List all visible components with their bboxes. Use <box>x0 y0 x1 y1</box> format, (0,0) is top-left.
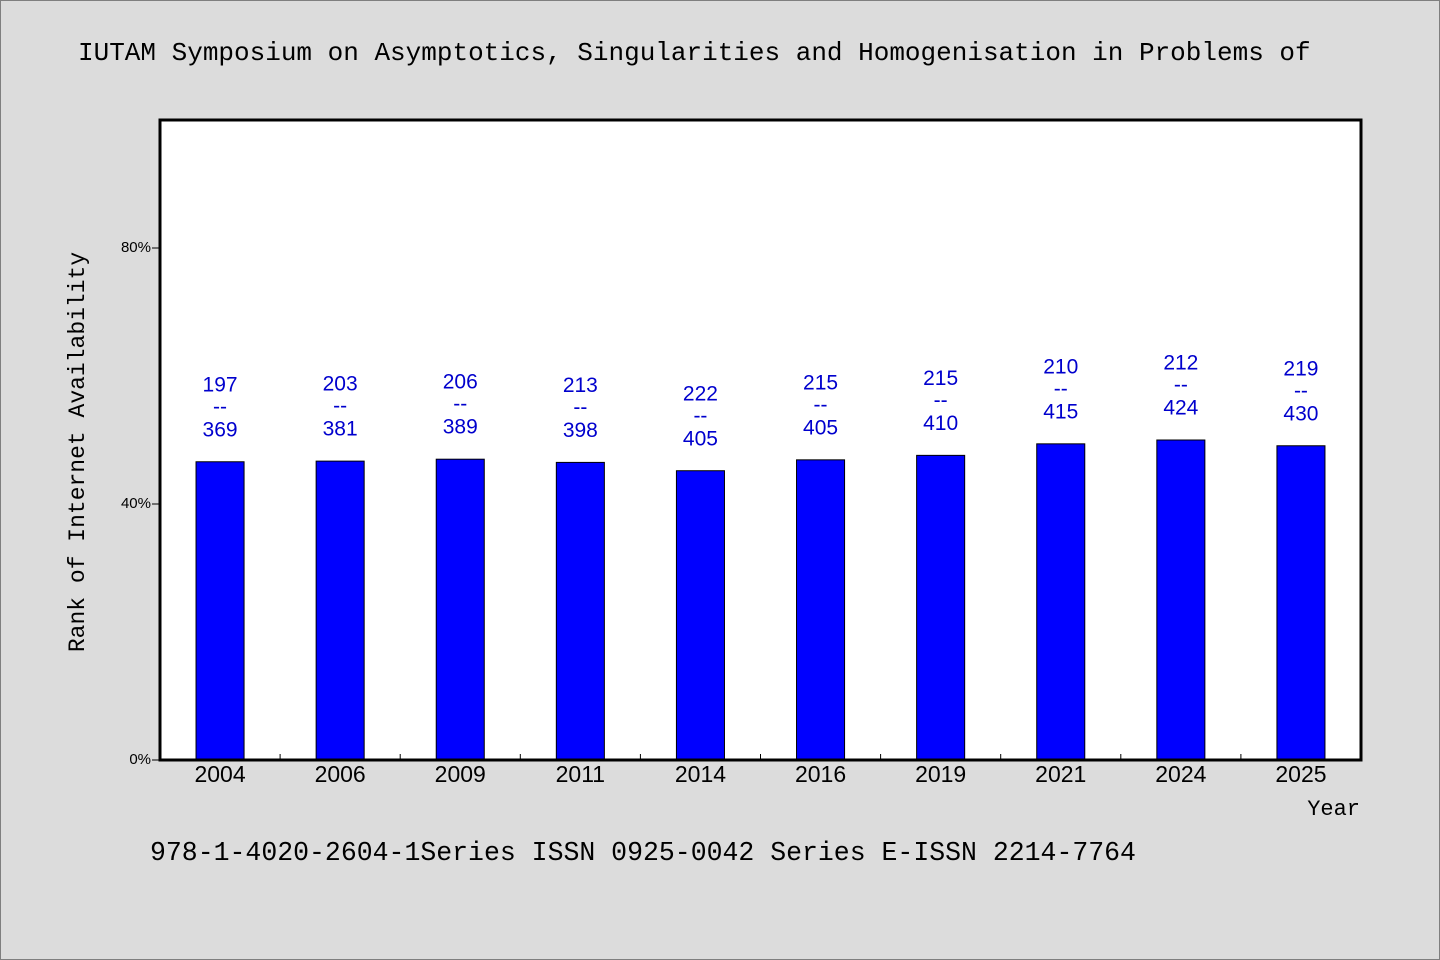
bar-2014 <box>675 470 725 761</box>
data-label-total-2025: 430 <box>1283 402 1318 425</box>
data-label-total-2019: 410 <box>923 412 958 435</box>
data-label-total-2024: 424 <box>1163 397 1198 420</box>
plot-border <box>158 118 1363 762</box>
x-tick-label-2014: 2014 <box>675 761 726 787</box>
data-label-separator-2014: -- <box>693 404 707 427</box>
x-axis-ticks: 2004 2006 2009 2011 2014 2016 2019 2021 2024 2025 <box>194 761 1326 787</box>
data-label-total-2006: 381 <box>323 418 358 441</box>
x-tick-label-2011: 2011 <box>556 761 605 787</box>
data-label-separator-2021: -- <box>1054 377 1068 400</box>
data-label-rank-2006: 203 <box>323 373 358 396</box>
y-tick-label: 40% <box>121 495 151 512</box>
bar-2009 <box>435 458 485 761</box>
data-label-separator-2024: -- <box>1174 374 1188 397</box>
bar-2006 <box>315 460 365 761</box>
x-tick-label-2024: 2024 <box>1155 761 1206 787</box>
data-label-separator-2011: -- <box>573 396 587 419</box>
x-axis-label: Year <box>1307 797 1360 822</box>
bar-2025 <box>1276 445 1326 761</box>
data-label-total-2014: 405 <box>683 427 718 450</box>
data-label-separator-2019: -- <box>934 389 948 412</box>
data-label-total-2016: 405 <box>803 416 838 439</box>
y-axis-ticks: 0% 40% 80% <box>121 239 160 768</box>
data-label-total-2021: 415 <box>1043 400 1078 423</box>
data-labels: 197--369203--381206--389213--398222--405… <box>203 352 1319 451</box>
data-label-rank-2021: 210 <box>1043 355 1078 378</box>
data-label-rank-2025: 219 <box>1283 357 1318 380</box>
bar-2019 <box>916 454 966 761</box>
x-tick-label-2006: 2006 <box>315 761 366 787</box>
bar-2024 <box>1156 439 1206 761</box>
data-label-separator-2006: -- <box>333 395 347 418</box>
x-tick-label-2016: 2016 <box>795 761 846 787</box>
bars <box>195 439 1326 761</box>
data-label-rank-2011: 213 <box>563 374 598 397</box>
data-label-separator-2009: -- <box>453 393 467 416</box>
x-tick-label-2021: 2021 <box>1035 761 1086 787</box>
data-label-separator-2025: -- <box>1294 379 1308 402</box>
footer-isbn-issn: 978-1-4020-2604-1Series ISSN 0925-0042 S… <box>150 838 1136 868</box>
data-label-rank-2014: 222 <box>683 382 718 405</box>
x-tick-label-2004: 2004 <box>194 761 245 787</box>
data-label-rank-2019: 215 <box>923 367 958 390</box>
x-tick-label-2019: 2019 <box>915 761 966 787</box>
chart-title: IUTAM Symposium on Asymptotics, Singular… <box>78 38 1311 68</box>
x-tick-label-2025: 2025 <box>1275 761 1326 787</box>
bar-2004 <box>195 461 245 761</box>
x-tick-label-2009: 2009 <box>435 761 486 787</box>
data-label-rank-2009: 206 <box>443 371 478 394</box>
data-label-rank-2016: 215 <box>803 371 838 394</box>
bar-2016 <box>796 459 846 761</box>
bar-2021 <box>1036 443 1086 761</box>
data-label-total-2011: 398 <box>563 419 598 442</box>
y-tick-label: 0% <box>129 751 151 768</box>
bar-2011 <box>555 461 605 761</box>
y-tick-label: 80% <box>121 239 151 256</box>
data-label-separator-2004: -- <box>213 395 227 418</box>
data-label-total-2004: 369 <box>203 418 238 441</box>
data-label-separator-2016: -- <box>814 393 828 416</box>
data-label-total-2009: 389 <box>443 416 478 439</box>
data-label-rank-2024: 212 <box>1163 352 1198 375</box>
y-axis-label: Rank of Internet Availability <box>65 252 91 652</box>
data-label-rank-2004: 197 <box>203 373 238 396</box>
